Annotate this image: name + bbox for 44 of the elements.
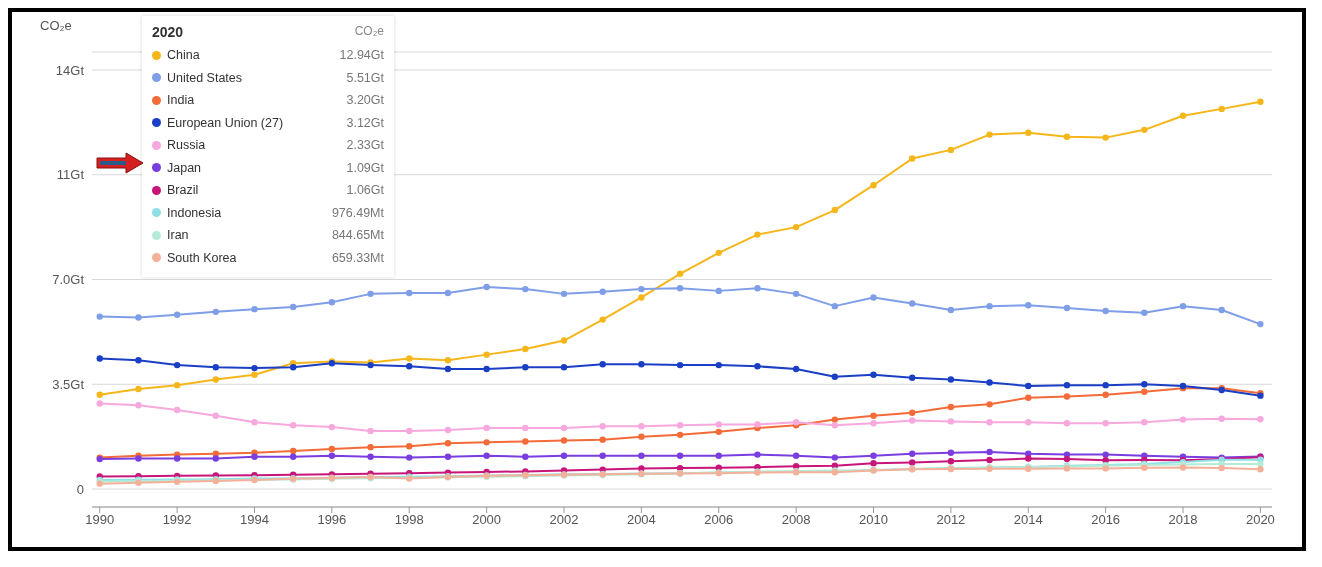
- annotation: 1.06Gt: [346, 183, 384, 198]
- annotation: 976.49Mt: [331, 205, 384, 220]
- legend-label: Brazil: [167, 183, 200, 198]
- annotation: 659.33Mt: [331, 250, 384, 265]
- legend-label: United States: [167, 70, 244, 85]
- legend-label: South Korea: [167, 250, 238, 265]
- y-tick-label: 7.0Gt: [52, 272, 85, 288]
- legend-label: India: [167, 93, 196, 108]
- x-tick-label: 2008: [781, 512, 811, 528]
- annotation: 2.33Gt: [346, 138, 384, 153]
- x-tick-label: 2012: [936, 512, 966, 528]
- x-tick-label: 2002: [549, 512, 579, 528]
- x-tick-label: 1998: [394, 512, 424, 528]
- y-tick-label: 11Gt: [56, 167, 85, 183]
- text: CO₂e: [354, 24, 384, 40]
- x-tick-label: 2006: [704, 512, 734, 528]
- y-tick-label: 0: [76, 481, 84, 497]
- annotation: 5.51Gt: [346, 70, 384, 85]
- legend-label: Russia: [167, 138, 207, 153]
- legend-label: European Union (27): [167, 115, 285, 130]
- y-tick-label: 3.5Gt: [52, 376, 85, 392]
- annotation: 12.94Gt: [339, 48, 384, 63]
- annotation: 1.09Gt: [346, 160, 384, 175]
- x-tick-label: 2010: [859, 512, 888, 528]
- x-tick-label: 2016: [1091, 512, 1121, 528]
- annotation: 3.20Gt: [346, 93, 384, 108]
- x-tick-label: 2000: [472, 512, 502, 528]
- annotation: 844.65Mt: [331, 228, 384, 243]
- annotation: 3.12Gt: [346, 115, 384, 130]
- x-tick-label: 1996: [317, 512, 347, 528]
- x-tick-label: 2018: [1168, 512, 1198, 528]
- x-tick-label: 1990: [85, 512, 115, 528]
- legend-label: Japan: [167, 160, 203, 175]
- x-tick-label: 2004: [626, 512, 656, 528]
- y-axis-title: CO₂e: [40, 18, 72, 33]
- legend-label: Indonesia: [167, 205, 223, 220]
- x-tick-label: 1994: [240, 512, 269, 528]
- legend-label: Iran: [167, 228, 190, 243]
- x-tick-label: 1992: [162, 512, 192, 528]
- legend-label: China: [167, 48, 201, 63]
- x-tick-label: 2014: [1013, 512, 1043, 528]
- x-tick-label: 2020: [1245, 512, 1275, 528]
- y-tick-label: 14Gt: [55, 62, 85, 78]
- legend-title: 2020: [152, 24, 184, 40]
